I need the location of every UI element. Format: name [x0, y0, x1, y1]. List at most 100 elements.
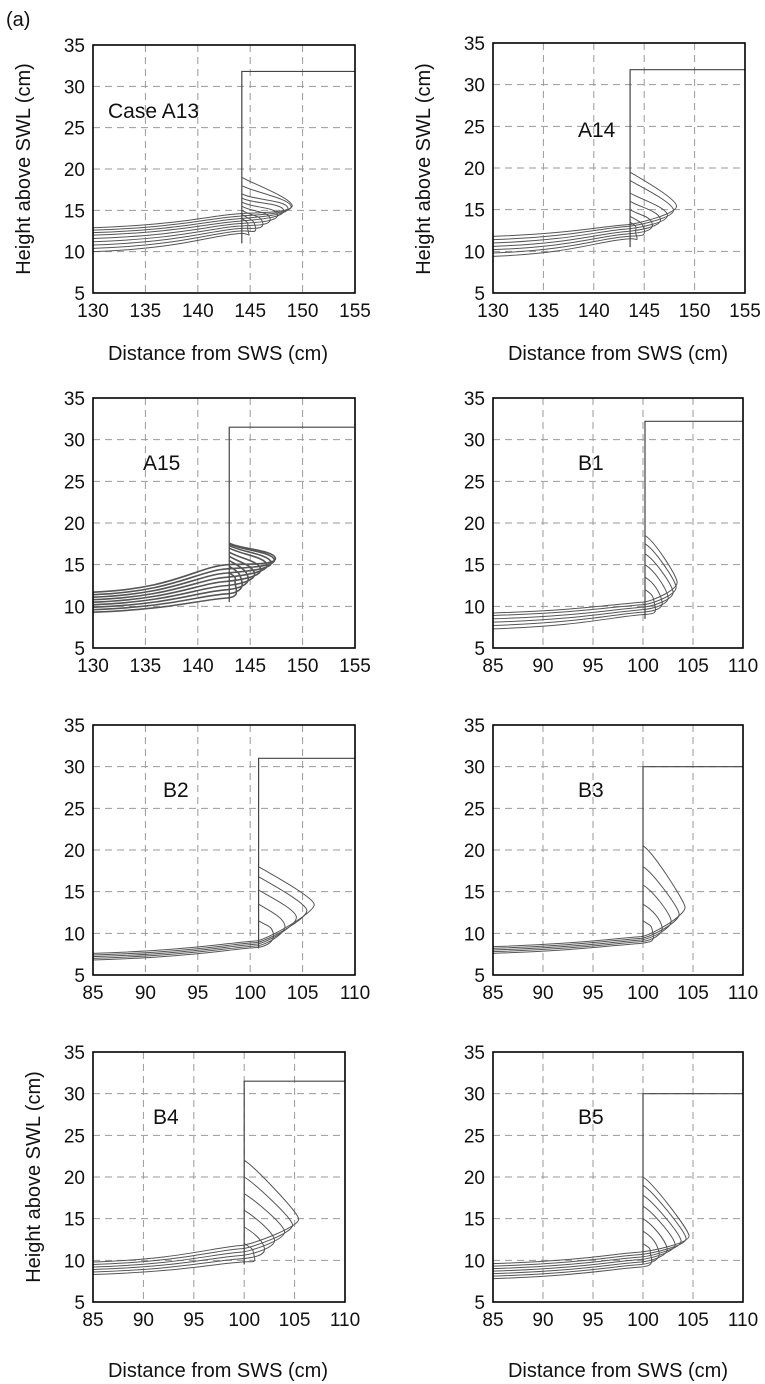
- x-tick-label: 90: [532, 983, 553, 1004]
- profile-line: [492, 920, 654, 954]
- profile-line: [492, 845, 686, 948]
- y-tick-label: 5: [74, 966, 85, 987]
- x-tick-label: 110: [330, 1310, 360, 1331]
- y-tick-label: 5: [474, 284, 485, 305]
- wall-outline: [243, 1080, 345, 1265]
- panel-0: 130 135 140 145 150 155 5 10 15 20 25 30 35 Case A13 D…: [13, 36, 371, 365]
- profile-line: [92, 565, 243, 611]
- y-tick-label: 25: [464, 799, 485, 820]
- y-tick-label: 30: [464, 431, 485, 452]
- profile-line: [492, 1184, 687, 1267]
- y-tick-label: 5: [74, 1293, 85, 1314]
- x-tick-label: 130: [77, 301, 109, 322]
- y-tick-label: 15: [64, 1210, 85, 1231]
- x-tick-label: 105: [287, 983, 319, 1004]
- y-tick-label: 35: [464, 34, 485, 55]
- profile-line: [92, 542, 277, 593]
- y-tick-label: 30: [64, 758, 85, 779]
- y-tick-label: 20: [464, 514, 485, 535]
- case-label: B5: [578, 1106, 604, 1129]
- wall-outline: [629, 69, 745, 248]
- profile-line: [492, 576, 663, 626]
- panel-1: 130 135 140 145 150 155 5 10 15 20 25 30 35 A14 Distan…: [413, 34, 761, 365]
- x-tick-label: 85: [482, 1310, 503, 1331]
- y-tick-label: 20: [64, 841, 85, 862]
- profile-line: [92, 555, 256, 606]
- profile-line: [92, 209, 264, 246]
- x-tick-label: 85: [482, 983, 503, 1004]
- profile-line: [92, 214, 257, 249]
- y-tick-label: 35: [464, 389, 485, 410]
- y-tick-label: 20: [464, 841, 485, 862]
- x-tick-label: 105: [677, 656, 709, 677]
- y-tick-label: 25: [64, 119, 85, 140]
- x-tick-label: 105: [677, 1310, 709, 1331]
- y-tick-label: 15: [464, 201, 485, 222]
- x-axis-title: Distance from SWS (cm): [108, 343, 328, 365]
- plot-frame: [492, 42, 746, 294]
- y-tick-label: 25: [464, 472, 485, 493]
- profile-line: [92, 218, 250, 253]
- profile-line: [92, 1226, 265, 1273]
- x-tick-label: 155: [339, 656, 371, 677]
- y-tick-label: 15: [64, 201, 85, 222]
- profile-line: [92, 176, 293, 229]
- panel-6: 85 90 95 100 105 110 5 10 15 20 25 30 35 B4 Distance f…: [23, 1043, 360, 1382]
- x-tick-label: 110: [728, 1310, 758, 1331]
- x-tick-label: 145: [628, 301, 660, 322]
- y-axis-title: Height above SWL (cm): [413, 63, 435, 275]
- y-tick-label: 30: [64, 1085, 85, 1106]
- y-tick-label: 25: [464, 1126, 485, 1147]
- profile-line: [492, 884, 672, 951]
- profile-line: [492, 215, 645, 254]
- panel-3: 85 90 95 100 105 110 5 10 15 20 25 30 35 B1: [464, 389, 758, 677]
- x-tick-label: 130: [77, 656, 109, 677]
- wall-outline: [644, 420, 743, 619]
- profile-line: [492, 180, 674, 241]
- profile-line: [92, 876, 308, 956]
- case-label: A15: [143, 452, 180, 475]
- y-tick-label: 30: [464, 758, 485, 779]
- y-tick-label: 15: [64, 556, 85, 577]
- y-tick-label: 35: [464, 1043, 485, 1064]
- wall-outline: [642, 766, 743, 942]
- y-tick-label: 30: [64, 431, 85, 452]
- profile-line: [492, 200, 661, 247]
- panel-5: 85 90 95 100 105 110 5 10 15 20 25 30 35 B3: [464, 716, 758, 1004]
- x-tick-label: 110: [728, 983, 758, 1004]
- x-tick-label: 110: [340, 983, 370, 1004]
- plot-frame: [92, 724, 356, 976]
- y-tick-label: 10: [64, 1251, 85, 1272]
- x-tick-label: 150: [287, 301, 319, 322]
- y-tick-label: 25: [64, 799, 85, 820]
- y-tick-label: 15: [64, 883, 85, 904]
- x-tick-label: 150: [287, 656, 319, 677]
- profile-line: [92, 572, 238, 613]
- y-tick-label: 10: [64, 243, 85, 264]
- profile-line: [92, 866, 315, 954]
- profile-line: [492, 192, 668, 244]
- x-tick-label: 105: [677, 983, 709, 1004]
- x-tick-label: 90: [532, 656, 553, 677]
- profile-line: [492, 903, 663, 953]
- plot-frame: [492, 724, 744, 976]
- profile-line: [92, 201, 278, 239]
- plot-frame: [492, 397, 744, 649]
- y-axis-title: Height above SWL (cm): [13, 63, 35, 275]
- x-tick-label: 155: [729, 301, 761, 322]
- profile-line: [92, 1209, 275, 1270]
- plot-frame: [492, 1051, 744, 1303]
- case-label: B3: [578, 779, 604, 802]
- x-tick-label: 105: [279, 1310, 311, 1331]
- y-tick-label: 20: [64, 514, 85, 535]
- profile-line: [492, 535, 678, 614]
- y-tick-label: 25: [64, 1126, 85, 1147]
- x-tick-label: 90: [133, 1310, 154, 1331]
- x-tick-label: 150: [679, 301, 711, 322]
- profile-line: [92, 197, 285, 236]
- profile-line: [492, 1176, 690, 1265]
- y-tick-label: 25: [64, 472, 85, 493]
- x-tick-label: 95: [183, 1310, 204, 1331]
- x-tick-label: 135: [130, 656, 162, 677]
- profile-line: [92, 543, 276, 596]
